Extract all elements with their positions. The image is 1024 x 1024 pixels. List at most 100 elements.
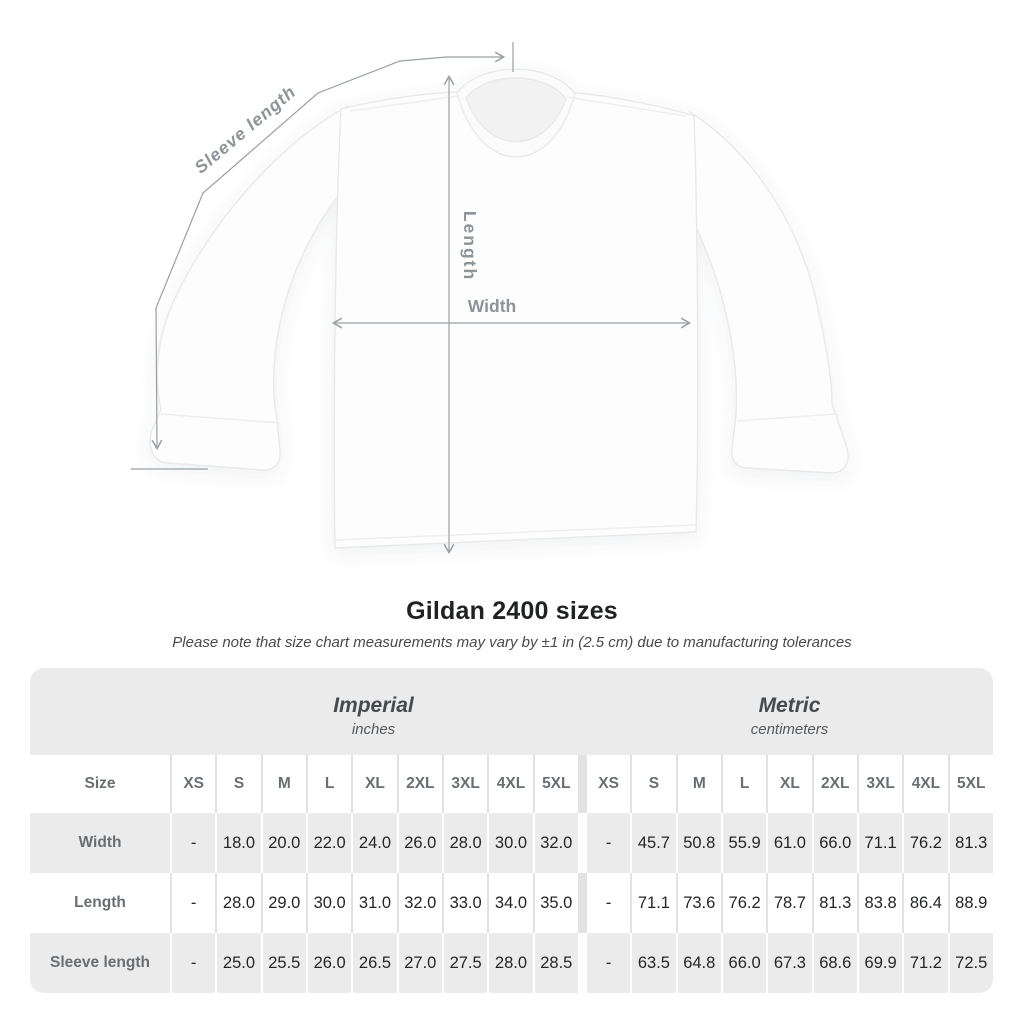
cell-sleeve-length-imperial-3xl: 27.5 (441, 933, 487, 993)
cell-width-metric-5xl: 81.3 (947, 813, 993, 873)
unit-group-metric: Metric centimeters (586, 668, 993, 755)
cell-sleeve-length-imperial-4xl: 28.0 (487, 933, 532, 993)
cell-width-metric-xs: - (577, 813, 630, 873)
cell-sleeve-length-metric-3xl: 69.9 (856, 933, 902, 993)
cell-length-imperial-m: 29.0 (260, 873, 306, 933)
size-col-metric-2xl: 2XL (811, 755, 857, 813)
cell-width-metric-l: 55.9 (720, 813, 766, 873)
cell-length-metric-m: 73.6 (675, 873, 721, 933)
size-header-row: Size XS S M L XL 2XL 3XL 4XL 5XL XS S M L XL 2XL 3XL 4XL… (30, 755, 993, 813)
cell-width-metric-3xl: 71.1 (856, 813, 902, 873)
shirt-measurement-diagram: Sleeve length Length Width (131, 42, 849, 555)
cell-width-metric-2xl: 66.0 (811, 813, 857, 873)
table-row-width: Width -18.0 20.0 22.0 24.0 26.0 28.0 30.0 32.0-… (30, 813, 993, 873)
cell-width-metric-s: 45.7 (630, 813, 675, 873)
cell-width-imperial-s: 18.0 (215, 813, 260, 873)
metric-label: Metric (758, 693, 821, 717)
shirt-body (333, 91, 699, 549)
cell-sleeve-length-metric-2xl: 68.6 (811, 933, 857, 993)
cell-width-imperial-2xl: 26.0 (396, 813, 442, 873)
unit-header-band: Imperial inches Metric centimeters (30, 668, 993, 755)
cell-sleeve-length-imperial-xs: - (170, 933, 215, 993)
cell-sleeve-length-metric-l: 66.0 (720, 933, 766, 993)
cell-length-metric-l: 76.2 (720, 873, 766, 933)
cell-length-metric-s: 71.1 (630, 873, 675, 933)
size-chart-note: Please note that size chart measurements… (172, 634, 852, 651)
measurement-lines (131, 42, 692, 555)
size-col-metric-3xl: 3XL (856, 755, 902, 813)
cell-length-imperial-4xl: 34.0 (487, 873, 532, 933)
table-row-sleeve-length: Sleeve length -25.0 25.5 26.0 26.5 27.0 27.5 2… (30, 933, 993, 993)
length-label: Length (460, 211, 480, 281)
cell-sleeve-length-imperial-l: 26.0 (305, 933, 351, 993)
cell-length-metric-xl: 78.7 (766, 873, 811, 933)
cell-sleeve-length-metric-xs: - (577, 933, 630, 993)
cell-sleeve-length-imperial-s: 25.0 (215, 933, 260, 993)
size-col-imperial-2xl: 2XL (396, 755, 442, 813)
cell-length-imperial-xl: 31.0 (351, 873, 396, 933)
cell-length-metric-4xl: 86.4 (902, 873, 947, 933)
row-label-width: Width (78, 834, 122, 851)
shirt-seam-lines (160, 95, 837, 541)
cell-sleeve-length-imperial-2xl: 27.0 (396, 933, 442, 993)
size-table: Imperial inches Metric centimeters Size … (30, 668, 993, 993)
size-col-imperial-m: M (260, 755, 306, 813)
cell-length-metric-2xl: 81.3 (811, 873, 857, 933)
cell-sleeve-length-metric-5xl: 72.5 (947, 933, 993, 993)
shirt-collar-opening (465, 77, 567, 143)
size-col-metric-s: S (630, 755, 675, 813)
size-col-imperial-xl: XL (351, 755, 396, 813)
cell-length-imperial-s: 28.0 (215, 873, 260, 933)
cell-length-metric-3xl: 83.8 (856, 873, 902, 933)
cell-width-imperial-m: 20.0 (260, 813, 306, 873)
cell-length-metric-xs: - (577, 873, 630, 933)
size-col-imperial-3xl: 3XL (441, 755, 487, 813)
cell-width-imperial-3xl: 28.0 (441, 813, 487, 873)
cell-length-imperial-2xl: 32.0 (396, 873, 442, 933)
cell-sleeve-length-metric-s: 63.5 (630, 933, 675, 993)
size-column-header: Size (84, 775, 116, 792)
size-col-metric-l: L (720, 755, 766, 813)
unit-band-spacer (30, 668, 170, 755)
size-col-imperial-4xl: 4XL (487, 755, 532, 813)
shirt-right-sleeve (689, 110, 849, 474)
cell-length-imperial-3xl: 33.0 (441, 873, 487, 933)
cell-sleeve-length-imperial-5xl: 28.5 (532, 933, 578, 993)
imperial-unit-label: inches (351, 720, 396, 738)
shirt-left-sleeve (149, 104, 349, 471)
cell-length-imperial-l: 30.0 (305, 873, 351, 933)
row-label-sleeve-length: Sleeve length (50, 954, 150, 971)
cell-sleeve-length-metric-4xl: 71.2 (902, 933, 947, 993)
size-col-metric-5xl: 5XL (947, 755, 993, 813)
cell-length-imperial-5xl: 35.0 (532, 873, 578, 933)
unit-band-gap (577, 668, 586, 755)
cell-sleeve-length-imperial-xl: 26.5 (351, 933, 396, 993)
size-col-metric-m: M (675, 755, 721, 813)
cell-width-metric-xl: 61.0 (766, 813, 811, 873)
size-col-imperial-s: S (215, 755, 260, 813)
cell-width-imperial-xl: 24.0 (351, 813, 396, 873)
cell-width-imperial-5xl: 32.0 (532, 813, 578, 873)
cell-width-metric-4xl: 76.2 (902, 813, 947, 873)
size-col-metric-xl: XL (766, 755, 811, 813)
cell-width-metric-m: 50.8 (675, 813, 721, 873)
sleeve-length-line (151, 56, 448, 451)
cell-sleeve-length-metric-m: 64.8 (675, 933, 721, 993)
size-col-metric-4xl: 4XL (902, 755, 947, 813)
imperial-label: Imperial (333, 693, 414, 717)
cell-width-imperial-l: 22.0 (305, 813, 351, 873)
cell-length-imperial-xs: - (170, 873, 215, 933)
size-col-metric-xs: XS (577, 755, 630, 813)
cell-sleeve-length-imperial-m: 25.5 (260, 933, 306, 993)
unit-group-imperial: Imperial inches (170, 668, 577, 755)
size-chart-title: Gildan 2400 sizes (406, 597, 618, 625)
width-label: Width (468, 296, 516, 316)
size-col-imperial-xs: XS (170, 755, 215, 813)
size-col-imperial-l: L (305, 755, 351, 813)
size-col-imperial-5xl: 5XL (532, 755, 578, 813)
row-label-length: Length (74, 894, 126, 911)
cell-sleeve-length-metric-xl: 67.3 (766, 933, 811, 993)
cell-width-imperial-4xl: 30.0 (487, 813, 532, 873)
cell-width-imperial-xs: - (170, 813, 215, 873)
